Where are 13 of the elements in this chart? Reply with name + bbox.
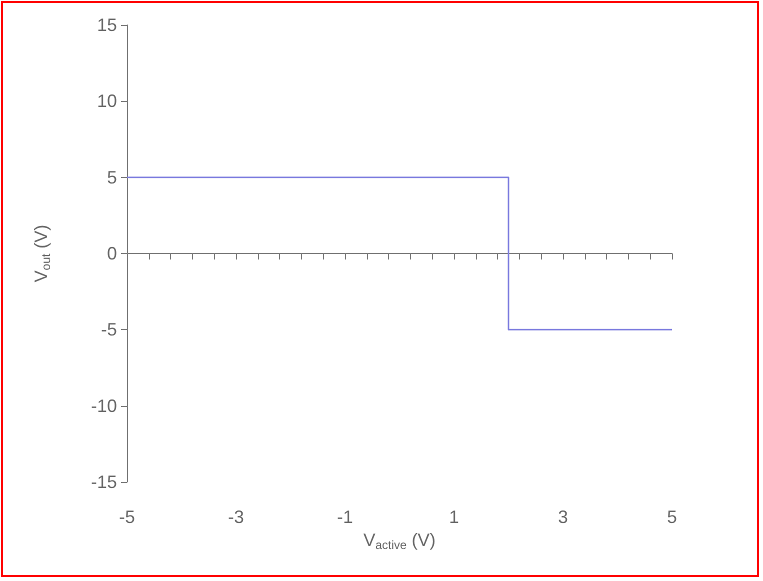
x-tick-label: -3 — [228, 507, 244, 527]
y-tick-label: 5 — [106, 167, 117, 188]
y-tick-label: -15 — [90, 472, 117, 492]
x-tick-label: -1 — [336, 507, 354, 527]
x-tick-label: 3 — [558, 507, 568, 527]
y-tick-label: 0 — [106, 244, 117, 264]
y-tick-label: 15 — [96, 15, 117, 35]
x-tick-label: 5 — [666, 507, 678, 527]
y-tick-label: -5 — [100, 320, 117, 340]
y-tick-label: 10 — [96, 91, 117, 112]
y-axis-title: Vout (V) — [31, 224, 53, 282]
y-tick-label: -10 — [90, 396, 117, 416]
x-tick-label: 1 — [448, 507, 460, 527]
